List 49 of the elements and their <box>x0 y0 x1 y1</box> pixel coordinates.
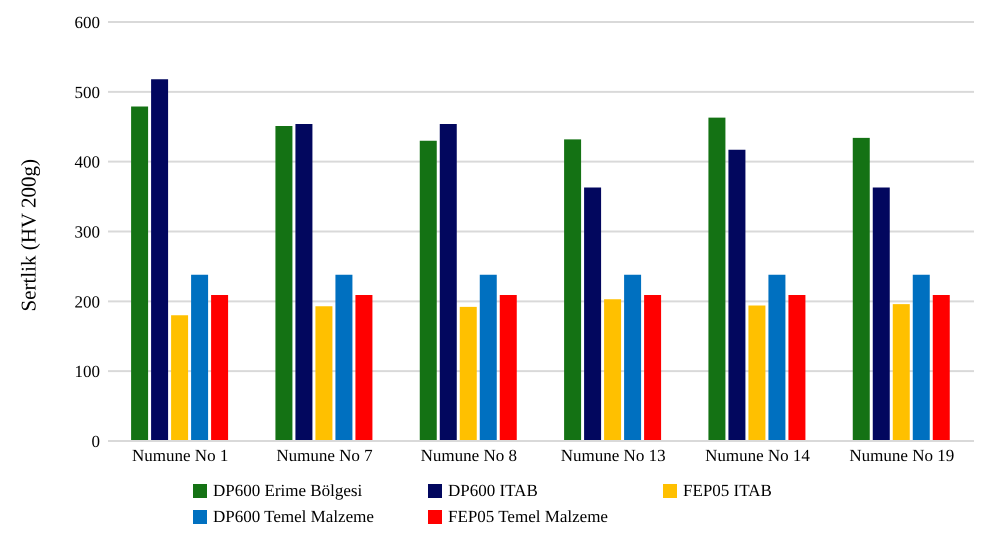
bar <box>892 304 910 441</box>
bar <box>440 124 457 441</box>
bar <box>624 274 642 441</box>
x-tick-label: Numune No 14 <box>705 446 810 466</box>
bar <box>211 295 228 441</box>
y-tick-label: 500 <box>74 82 100 102</box>
y-tick-label: 0 <box>92 432 100 452</box>
bar <box>131 106 148 441</box>
bar <box>420 140 437 441</box>
bar <box>151 79 168 441</box>
bar <box>355 295 372 441</box>
y-tick-label: 600 <box>74 13 100 32</box>
y-axis-title: Sertlik (HV 200g) <box>16 159 40 312</box>
bar <box>564 139 582 441</box>
x-tick-label: Numune No 19 <box>849 446 954 466</box>
bar <box>335 274 352 441</box>
bar <box>171 315 188 441</box>
legend-label: DP600 ITAB <box>448 481 538 501</box>
legend-label: DP600 Temel Malzeme <box>213 507 374 527</box>
bar <box>644 295 662 441</box>
x-tick-label: Numune No 13 <box>560 446 666 466</box>
bar <box>315 306 332 441</box>
bar <box>788 295 806 441</box>
bar <box>275 126 292 441</box>
bar <box>852 138 870 441</box>
legend-label: DP600 Erime Bölgesi <box>213 481 362 501</box>
legend-label: FEP05 Temel Malzeme <box>448 507 608 527</box>
bar <box>191 274 208 441</box>
y-tick-label: 400 <box>74 152 100 172</box>
bar <box>584 188 602 441</box>
y-tick-label: 200 <box>74 292 100 312</box>
bar <box>748 306 766 441</box>
bar <box>932 295 950 441</box>
bar <box>604 299 622 441</box>
y-tick-label: 100 <box>74 362 100 382</box>
bar <box>912 274 930 441</box>
legend-label: FEP05 ITAB <box>683 481 772 501</box>
bar <box>728 150 746 441</box>
bar <box>500 295 517 441</box>
bar <box>295 124 312 441</box>
y-tick-label: 300 <box>74 222 100 242</box>
bar <box>460 306 477 441</box>
bar <box>708 118 726 441</box>
bar <box>480 274 497 441</box>
bar <box>768 274 786 441</box>
x-tick-label: Numune No 7 <box>276 446 374 466</box>
x-tick-label: Numune No 8 <box>420 446 517 466</box>
x-tick-label: Numune No 1 <box>132 446 228 466</box>
bar <box>872 188 890 441</box>
